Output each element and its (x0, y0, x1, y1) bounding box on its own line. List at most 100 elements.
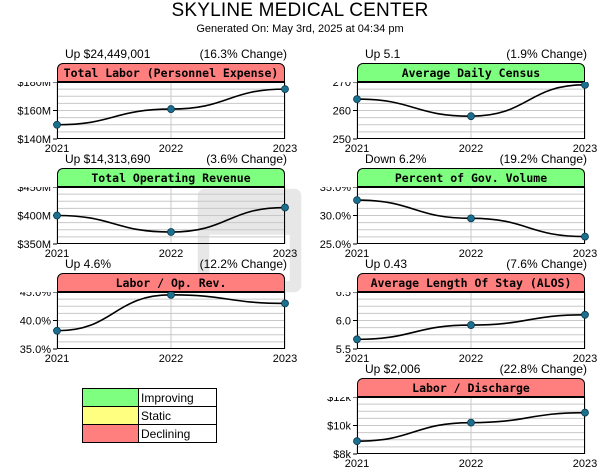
x-tick-label: 2023 (273, 353, 297, 362)
change-amount: Up $24,449,001 (65, 47, 151, 61)
data-point (353, 196, 361, 205)
y-tick-label: 5.5 (336, 344, 351, 356)
line-chart-labor-discharge: $8k $10k $12k 2021 2022 2023 (327, 397, 597, 467)
data-point (467, 214, 475, 223)
y-tick-label: 6.5 (336, 292, 351, 299)
change-percent: (12.2% Change) (199, 257, 287, 271)
legend-label-improving: Improving (138, 388, 217, 407)
x-tick-label: 2021 (345, 353, 369, 362)
chart-title: Average Length Of Stay (ALOS) (357, 273, 585, 292)
data-point (581, 82, 589, 89)
data-point (581, 232, 589, 241)
legend-row-static: Static (82, 406, 217, 425)
chart-panel-total-labor: Up $24,449,001 (16.3% Change) Total Labor … (17, 47, 302, 152)
change-amount: Up $2,006 (365, 362, 421, 376)
data-point (467, 321, 475, 329)
data-point (167, 228, 175, 236)
data-point (467, 112, 475, 121)
legend-swatch-static (82, 406, 139, 425)
legend-swatch-declining (82, 424, 139, 443)
x-tick-label: 2022 (159, 353, 183, 362)
y-tick-label: 45.0% (20, 292, 51, 299)
x-tick-label: 2022 (159, 143, 183, 152)
y-tick-label: $350M (17, 239, 51, 251)
change-percent: (16.3% Change) (199, 47, 287, 61)
legend-label-static: Static (138, 406, 217, 425)
page-title: SKYLINE MEDICAL CENTER (171, 0, 429, 21)
chart-panel-alos: Up 0.43 (7.6% Change) Average Length Of St… (336, 257, 600, 362)
x-tick-label: 2021 (345, 458, 369, 467)
legend-label-declining: Declining (138, 424, 217, 443)
plot-frame (357, 82, 585, 139)
y-tick-label: $8k (333, 449, 351, 461)
change-amount: Up 0.43 (365, 257, 408, 271)
y-tick-label: $160M (17, 106, 51, 118)
x-tick-label: 2021 (345, 248, 369, 257)
data-point (581, 408, 589, 417)
line-chart-operating-revenue: $350M $400M $450M 2021 2022 2023 (17, 187, 297, 257)
line-chart-average-daily-census: 250 260 270 2021 2022 2023 (333, 82, 597, 152)
y-tick-label: 250 (333, 134, 351, 146)
change-percent: (1.9% Change) (506, 47, 587, 61)
data-point (167, 105, 175, 113)
chart-panel-labor-op-rev: Up 4.6% (12.2% Change) Labor / Op. Rev. 35.… (20, 257, 302, 362)
change-percent: (3.6% Change) (206, 152, 287, 166)
x-tick-label: 2023 (273, 143, 297, 152)
y-tick-label: $450M (17, 187, 51, 194)
y-tick-label: $140M (17, 134, 51, 146)
x-tick-label: 2022 (159, 248, 183, 257)
chart-title: Labor / Discharge (357, 378, 585, 397)
chart-panel-operating-revenue: Up $14,313,690 (3.6% Change) Total Operati… (17, 152, 302, 257)
change-percent: (7.6% Change) (506, 257, 587, 271)
plot-frame (57, 82, 285, 139)
x-tick-label: 2022 (459, 143, 483, 152)
chart-title: Total Operating Revenue (57, 168, 285, 187)
change-amount: Down 6.2% (365, 152, 427, 166)
data-point (53, 120, 61, 129)
data-point (353, 335, 361, 344)
chart-title: Labor / Op. Rev. (57, 273, 285, 292)
x-tick-label: 2021 (45, 248, 69, 257)
x-tick-label: 2023 (573, 353, 597, 362)
x-tick-label: 2021 (45, 143, 69, 152)
line-chart-total-labor: $140M $160M $180M 2021 2022 2023 (17, 82, 297, 152)
chart-panel-gov-volume: Down 6.2% (19.2% Change) Percent of Gov. V… (320, 152, 600, 257)
line-chart-gov-volume: 25.0% 30.0% 35.0% 2021 2022 2023 (320, 187, 597, 257)
y-tick-label: 40.0% (20, 316, 51, 328)
x-tick-label: 2021 (345, 143, 369, 152)
x-tick-label: 2023 (273, 248, 297, 257)
line-chart-labor-op-rev: 35.0% 40.0% 45.0% 2021 2022 2023 (20, 292, 297, 362)
y-tick-label: 260 (333, 106, 351, 118)
x-tick-label: 2022 (459, 353, 483, 362)
data-point (53, 211, 61, 220)
change-percent: (22.8% Change) (499, 362, 587, 376)
x-tick-label: 2022 (459, 248, 483, 257)
plot-frame (357, 292, 585, 349)
generated-timestamp: Generated On: May 3rd, 2025 at 04:34 pm (196, 23, 404, 35)
change-amount: Up $14,313,690 (65, 152, 151, 166)
x-tick-label: 2021 (45, 353, 69, 362)
data-point (353, 437, 361, 446)
data-point (167, 292, 175, 299)
data-point (53, 326, 61, 335)
y-tick-label: $10k (327, 421, 351, 433)
chart-title: Percent of Gov. Volume (357, 168, 585, 187)
chart-title: Total Labor (Personnel Expense) (57, 63, 285, 82)
change-amount: Up 5.1 (365, 47, 401, 61)
x-tick-label: 2023 (573, 458, 597, 467)
y-tick-label: 6.0 (336, 316, 351, 328)
y-tick-label: 35.0% (320, 187, 351, 194)
line-chart-alos: 5.5 6.0 6.5 2021 2022 2023 (336, 292, 597, 362)
data-point (581, 310, 589, 319)
chart-panel-labor-discharge: Up $2,006 (22.8% Change) Labor / Discharge… (327, 362, 600, 467)
change-amount: Up 4.6% (65, 257, 112, 271)
y-tick-label: 25.0% (320, 239, 351, 251)
y-tick-label: 35.0% (20, 344, 51, 356)
chart-panel-average-daily-census: Up 5.1 (1.9% Change) Average Daily Census 2… (333, 47, 600, 152)
y-tick-label: $400M (17, 211, 51, 223)
data-point (467, 418, 475, 427)
x-tick-label: 2022 (459, 458, 483, 467)
legend-swatch-improving (82, 388, 139, 407)
change-percent: (19.2% Change) (499, 152, 587, 166)
plot-frame (357, 397, 585, 454)
